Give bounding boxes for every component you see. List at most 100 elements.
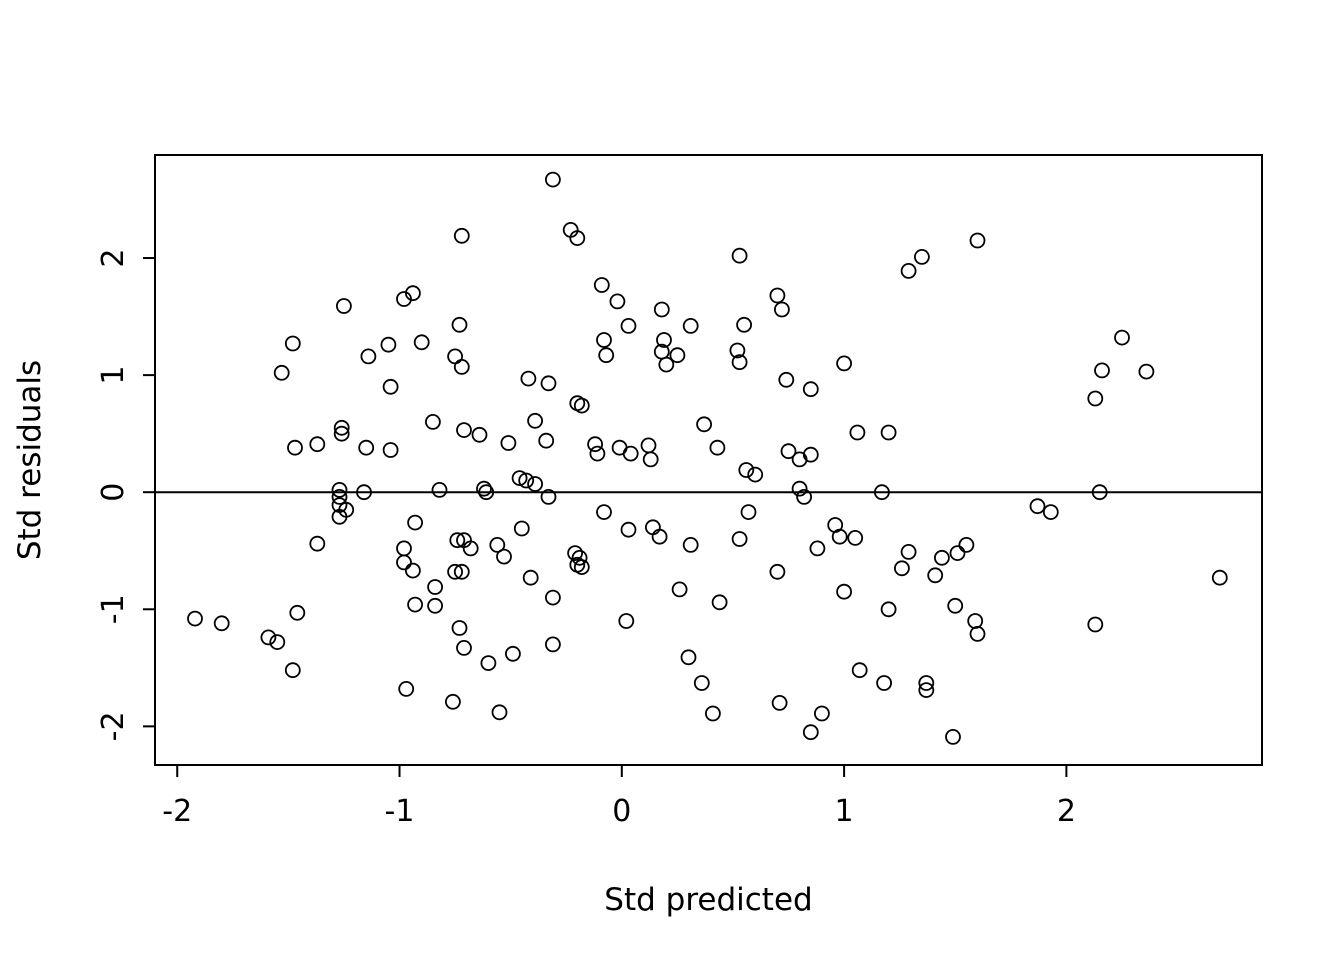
data-point — [736, 316, 752, 333]
data-point — [596, 332, 612, 348]
data-point — [404, 562, 421, 579]
data-point — [449, 532, 466, 549]
data-point — [540, 375, 557, 392]
x-tick-label: 0 — [612, 794, 631, 829]
data-point — [456, 422, 472, 439]
data-point — [809, 540, 826, 557]
data-point — [396, 291, 412, 307]
data-point — [880, 424, 897, 441]
data-point — [1091, 484, 1108, 501]
data-point — [527, 476, 543, 492]
data-point — [471, 426, 488, 443]
data-point — [453, 358, 470, 375]
data-point — [731, 531, 748, 547]
data-point — [571, 549, 588, 566]
data-point — [396, 540, 412, 557]
data-point — [609, 293, 626, 310]
data-point — [522, 569, 539, 586]
data-point — [622, 445, 639, 462]
data-point — [802, 446, 819, 463]
data-point — [771, 695, 788, 711]
data-point — [796, 488, 812, 505]
data-point — [407, 596, 424, 613]
data-point — [427, 597, 444, 614]
data-point — [527, 412, 543, 429]
data-point — [693, 675, 710, 691]
data-point — [918, 675, 935, 691]
data-point — [480, 655, 497, 671]
data-point — [658, 356, 675, 373]
data-point — [431, 481, 448, 498]
data-point — [1087, 390, 1104, 407]
data-point — [451, 620, 468, 636]
data-point — [780, 443, 797, 460]
data-point — [540, 488, 557, 505]
data-point — [969, 626, 986, 642]
data-point — [287, 439, 303, 456]
data-point — [680, 649, 697, 666]
data-point — [505, 645, 521, 662]
data-point — [500, 435, 517, 451]
data-point — [1114, 329, 1130, 346]
data-point — [640, 437, 657, 454]
data-point — [309, 535, 326, 552]
data-point — [836, 583, 852, 600]
data-point — [738, 462, 755, 478]
data-point — [545, 636, 561, 653]
plot-box — [154, 154, 1263, 766]
data-point — [969, 232, 986, 249]
data-point — [593, 277, 610, 293]
data-point — [918, 682, 935, 698]
data-point — [645, 519, 661, 536]
data-point — [333, 425, 350, 442]
data-point — [620, 521, 637, 538]
data-point — [511, 470, 528, 487]
y-axis-title: Std residuals — [12, 359, 48, 561]
data-point — [538, 432, 555, 449]
data-point — [382, 442, 399, 458]
data-point — [289, 604, 306, 621]
data-point — [802, 381, 819, 398]
data-point — [356, 484, 372, 501]
data-point — [331, 481, 348, 498]
data-point — [569, 230, 586, 247]
y-tick-label: 2 — [96, 248, 131, 267]
data-point — [520, 370, 537, 387]
data-point — [513, 520, 530, 537]
data-point — [404, 285, 421, 302]
data-point — [1029, 498, 1046, 515]
data-point — [335, 298, 352, 314]
data-point — [382, 378, 399, 395]
data-point — [1042, 504, 1059, 520]
data-point — [774, 301, 790, 318]
data-point — [927, 567, 944, 584]
data-point — [894, 560, 910, 577]
data-point — [489, 537, 506, 553]
data-point — [260, 629, 277, 646]
x-tick-label: -1 — [385, 794, 415, 829]
x-tick-label: 1 — [835, 794, 854, 829]
data-point — [656, 332, 672, 348]
data-point — [573, 559, 590, 575]
data-point — [620, 317, 637, 334]
x-tick-label: -2 — [162, 794, 192, 829]
data-point — [778, 371, 795, 388]
data-point — [880, 601, 897, 618]
data-point — [671, 581, 688, 598]
data-point — [947, 597, 964, 614]
data-point — [731, 247, 748, 264]
data-point — [427, 579, 444, 595]
data-point — [740, 504, 757, 520]
data-point — [456, 640, 472, 656]
y-tick-label: -2 — [96, 711, 131, 741]
data-point — [273, 364, 290, 381]
data-point — [849, 424, 866, 441]
data-point — [545, 171, 561, 188]
data-point — [791, 480, 808, 497]
data-point — [1094, 362, 1110, 379]
data-point — [478, 484, 495, 501]
data-point — [696, 416, 712, 433]
data-point — [453, 563, 470, 580]
data-point — [682, 317, 699, 334]
data-point — [729, 342, 746, 359]
